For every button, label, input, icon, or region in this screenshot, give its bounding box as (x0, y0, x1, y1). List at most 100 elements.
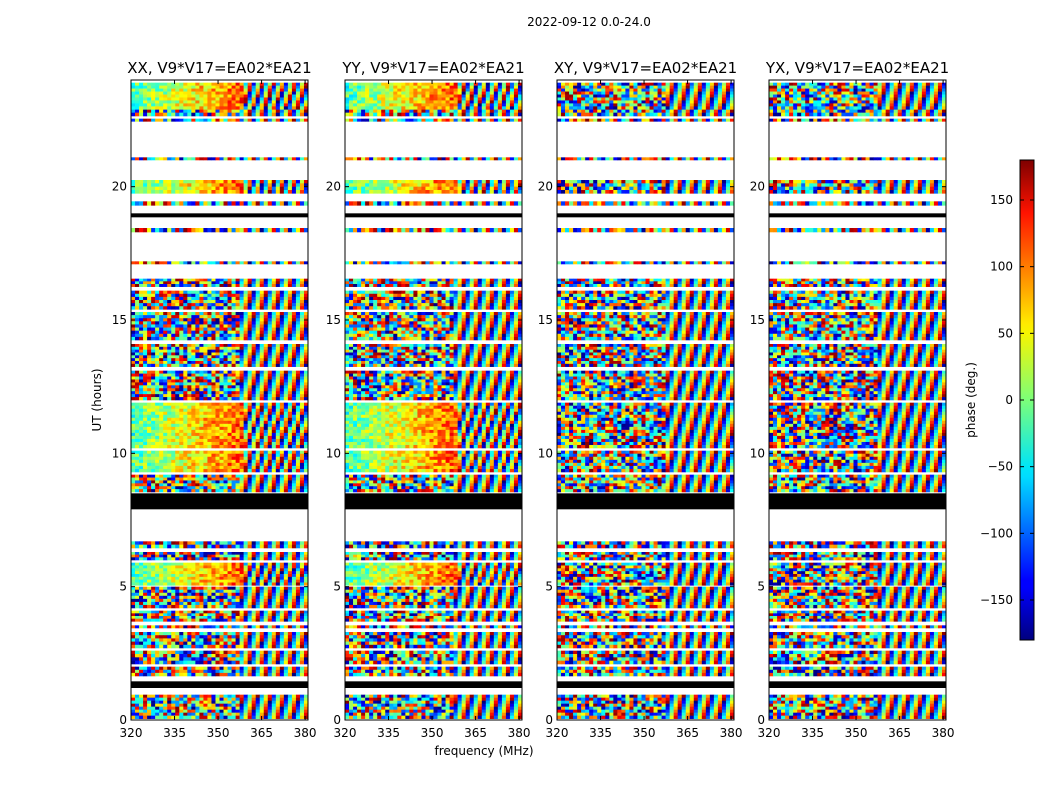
phase-band (557, 632, 734, 649)
phase-band (131, 201, 308, 206)
colorbar-label: phase (deg.) (964, 362, 978, 438)
phase-band (345, 402, 522, 449)
x-tick-label: 365 (676, 726, 699, 740)
phase-band (345, 213, 522, 218)
x-tick-label: 380 (508, 726, 531, 740)
phase-band (769, 610, 946, 622)
panel-image (769, 80, 946, 720)
y-tick-label: 20 (112, 180, 127, 194)
phase-band (345, 694, 522, 719)
x-tick-label: 320 (334, 726, 357, 740)
phase-band (769, 666, 946, 677)
phase-band (557, 402, 734, 449)
phase-band (557, 228, 734, 233)
panels: XX, V9*V17=EA02*EA21 320 335 350 365 380 0 5 10 1… (112, 59, 955, 740)
phase-band (131, 450, 308, 473)
y-tick-label: 10 (326, 446, 341, 460)
phase-band (769, 228, 946, 233)
phase-band (769, 109, 946, 117)
phase-band (345, 82, 522, 110)
phase-band (769, 450, 946, 473)
y-tick-label: 20 (750, 180, 765, 194)
phase-band (769, 312, 946, 341)
phase-band (557, 694, 734, 719)
y-tick-label: 5 (757, 580, 765, 594)
x-tick-label: 320 (120, 726, 143, 740)
y-tick-label: 15 (538, 313, 553, 327)
phase-band (557, 344, 734, 367)
phase-band (769, 370, 946, 401)
y-tick-label: 15 (750, 313, 765, 327)
y-tick-label: 10 (750, 446, 765, 460)
phase-band (769, 344, 946, 367)
phase-band (769, 118, 946, 122)
phase-band (345, 180, 522, 194)
phase-band (769, 625, 946, 629)
phase-band (769, 82, 946, 110)
phase-band (769, 541, 946, 549)
phase-band (345, 666, 522, 677)
phase-band (131, 552, 308, 561)
phase-band (557, 681, 734, 688)
phase-band (131, 650, 308, 665)
phase-band (131, 228, 308, 233)
phase-band (131, 180, 308, 194)
x-tick-label: 350 (207, 726, 230, 740)
panel-image (345, 80, 522, 720)
x-tick-label: 365 (464, 726, 487, 740)
x-tick-label: 365 (888, 726, 911, 740)
panel-title: XY, V9*V17=EA02*EA21 (554, 59, 737, 77)
panel-yy: YY, V9*V17=EA02*EA21 320 335 350 365 380 0 5 10 1… (326, 59, 531, 740)
x-tick-label: 350 (421, 726, 444, 740)
phase-band (345, 586, 522, 609)
x-tick-label: 350 (633, 726, 656, 740)
panel-image (557, 80, 734, 720)
y-tick-label: 20 (538, 180, 553, 194)
phase-band (345, 344, 522, 367)
panel-frame (130, 79, 309, 721)
phase-band (557, 118, 734, 122)
colorbar-tick-label: −150 (980, 593, 1013, 607)
phase-band (557, 552, 734, 561)
y-tick-label: 20 (326, 180, 341, 194)
phase-band (131, 632, 308, 649)
phase-band (557, 474, 734, 493)
phase-band (557, 180, 734, 194)
colorbar-tick-label: 0 (1005, 393, 1013, 407)
phase-band (557, 312, 734, 341)
phase-band (557, 261, 734, 265)
phase-band (345, 370, 522, 401)
y-tick-label: 5 (333, 580, 341, 594)
phase-band (131, 694, 308, 719)
panel-yx: YX, V9*V17=EA02*EA21 320 335 350 365 380 0 5 10 1… (750, 59, 955, 740)
y-tick-label: 5 (545, 580, 553, 594)
phase-band (345, 157, 522, 161)
phase-band (345, 278, 522, 287)
y-tick-label: 0 (119, 713, 127, 727)
panel-title: XX, V9*V17=EA02*EA21 (127, 59, 311, 77)
phase-band (769, 552, 946, 561)
phase-band (131, 541, 308, 549)
panel-title: YY, V9*V17=EA02*EA21 (341, 59, 524, 77)
phase-band (345, 541, 522, 549)
phase-band (345, 493, 522, 510)
phase-band (769, 157, 946, 161)
phase-band (131, 278, 308, 287)
phase-band (345, 228, 522, 233)
phase-band (131, 213, 308, 218)
phase-band (131, 562, 308, 586)
panel-frame (768, 79, 947, 721)
phase-band (345, 312, 522, 341)
panel-title: YX, V9*V17=EA02*EA21 (765, 59, 949, 77)
phase-band (769, 681, 946, 688)
panel-frame (344, 79, 523, 721)
phase-band (769, 290, 946, 310)
phase-band (345, 632, 522, 649)
phase-band (769, 213, 946, 218)
phase-band (557, 157, 734, 161)
phase-band (557, 278, 734, 287)
phase-band (345, 625, 522, 629)
phase-band (345, 650, 522, 665)
phase-band (769, 586, 946, 609)
phase-band (557, 610, 734, 622)
